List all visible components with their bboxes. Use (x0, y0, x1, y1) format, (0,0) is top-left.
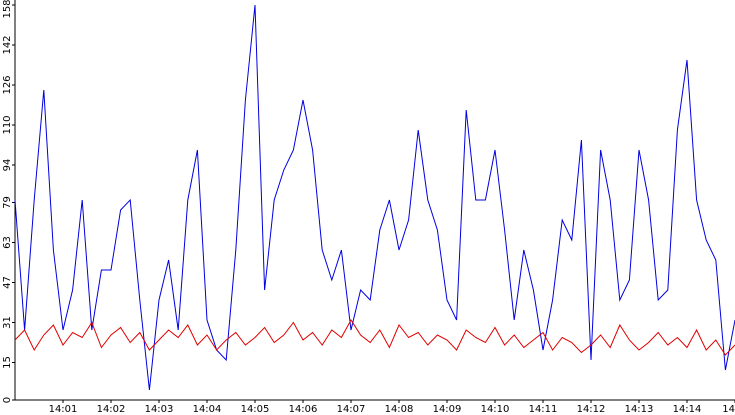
x-tick-label: 14:13 (625, 404, 654, 415)
x-tick-label: 14:09 (433, 404, 462, 415)
x-tick-label: 14:07 (337, 404, 366, 415)
y-tick-label: 126 (2, 75, 13, 94)
y-tick-label: 158 (2, 0, 13, 19)
y-tick-label: 0 (2, 397, 13, 403)
series-line (14, 319, 735, 356)
x-tick-label: 14:04 (193, 404, 222, 415)
x-tick-label: 14:05 (241, 404, 270, 415)
x-tick-label: 14:10 (481, 404, 510, 415)
y-tick-label: 79 (2, 196, 13, 209)
x-tick-label: 14:03 (145, 404, 174, 415)
series-line (14, 4, 735, 391)
x-tick-label: 14:12 (577, 404, 606, 415)
y-tick-label: 94 (2, 159, 13, 172)
y-tick-label: 47 (2, 276, 13, 289)
x-tick-label: 14:01 (49, 404, 78, 415)
x-tick-label: 14:14 (673, 404, 702, 415)
x-tick-label: 14:02 (97, 404, 126, 415)
x-tick-label: 14:08 (385, 404, 414, 415)
y-tick-label: 110 (2, 115, 13, 134)
y-tick-label: 63 (2, 236, 13, 249)
y-tick-label: 15 (2, 356, 13, 369)
x-tick-label: 14 (722, 404, 735, 415)
y-tick-label: 142 (2, 35, 13, 54)
x-tick-label: 14:06 (289, 404, 318, 415)
x-tick-label: 14:11 (529, 404, 558, 415)
y-tick-label: 31 (2, 316, 13, 329)
